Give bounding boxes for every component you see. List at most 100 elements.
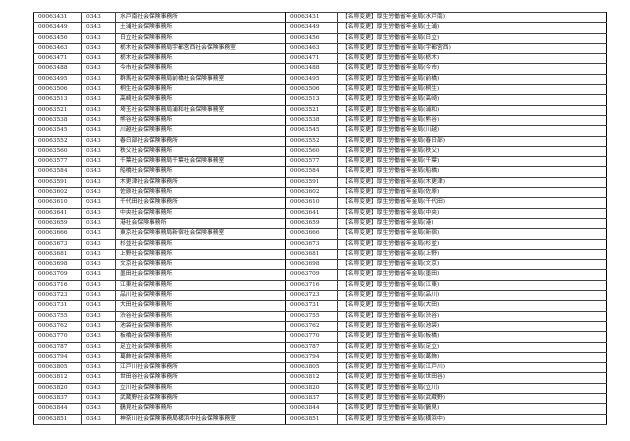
office-name-cell: 木更津社会保険事務所 <box>115 176 286 189</box>
table-row: 00063506 0343 桐生社会保険事務所 00063506 【名称変更】厚生労働省… <box>33 84 607 96</box>
code-cell: 00063488 <box>33 63 82 75</box>
agency-code-cell: 0343 <box>81 228 116 240</box>
table-row: 00063602 0343 佐原社会保険事務所 00063602 【名称変更】厚生労働省… <box>33 187 607 199</box>
new-name-cell: 【名称変更】厚生労働省年金局(横浜中) <box>337 413 607 425</box>
office-name-cell: 立川社会保険事務所 <box>115 382 286 394</box>
code-cell: 00063770 <box>33 331 82 343</box>
agency-code-cell: 0343 <box>81 259 116 271</box>
agency-code-cell: 0343 <box>81 362 116 374</box>
table-row: 00063681 0343 上野社会保険事務所 00063681 【名称変更】厚生労働省… <box>33 248 607 261</box>
office-name-cell: 江東社会保険事務所 <box>115 279 286 292</box>
agency-code-cell: 0343 <box>81 351 116 364</box>
office-name-cell: 埼玉社会保険事務局浦和社会保険事務室 <box>115 104 286 116</box>
code-cell: 00063641 <box>33 207 82 219</box>
table-row: 00063538 0343 熊谷社会保険事務所 00063538 【名称変更】厚生労働省… <box>33 114 607 127</box>
new-name-cell: 【名称変更】厚生労働省年金局(栃木) <box>337 53 607 65</box>
office-name-cell: 熊谷社会保険事務所 <box>115 114 286 127</box>
new-code-cell: 00063560 <box>285 145 338 158</box>
code-cell: 00063716 <box>33 279 82 292</box>
table-row: 00063659 0343 港社会保険事務所 00063659 【名称変更】厚生労働省年… <box>33 217 607 230</box>
office-name-cell: 千葉社会保険事務局千葉社会保険事務室 <box>115 156 286 168</box>
new-name-cell: 【名称変更】厚生労働省年金局(鶴見) <box>337 403 607 415</box>
new-name-cell: 【名称変更】厚生労働省年金局(上野) <box>337 248 607 261</box>
code-cell: 00063731 <box>33 300 82 312</box>
table-row: 00063513 0343 高崎社会保険事務所 00063513 【名称変更】厚生労働省… <box>33 94 607 106</box>
new-name-cell: 【名称変更】厚生労働省年金局(土浦) <box>337 22 607 34</box>
code-cell: 00063698 <box>33 259 82 271</box>
office-name-cell: 渋谷社会保険事務所 <box>115 310 286 322</box>
new-code-cell: 00063755 <box>285 310 338 322</box>
new-code-cell: 00063521 <box>285 104 338 116</box>
new-code-cell: 00063602 <box>285 187 338 199</box>
office-name-cell: 神奈川社会保険事務局横浜中社会保険事務室 <box>115 413 286 425</box>
new-name-cell: 【名称変更】厚生労働省年金局(新宿) <box>337 228 607 240</box>
table-row: 00063723 0343 品川社会保険事務所 00063723 【名称変更】厚生労働省… <box>33 290 607 302</box>
table-row: 00063820 0343 立川社会保険事務所 00063820 【名称変更】厚生労働省… <box>33 382 607 394</box>
new-code-cell: 00063495 <box>285 73 338 86</box>
new-code-cell: 00063591 <box>285 176 338 189</box>
agency-code-cell: 0343 <box>81 166 116 178</box>
office-name-cell: 墨田社会保険事務所 <box>115 269 286 281</box>
agency-code-cell: 0343 <box>81 94 116 106</box>
office-name-cell: 船橋社会保険事務所 <box>115 166 286 178</box>
new-name-cell: 【名称変更】厚生労働省年金局(宇都宮西) <box>337 42 607 55</box>
office-name-cell: 江戸川社会保険事務所 <box>115 362 286 374</box>
agency-code-cell: 0343 <box>81 197 116 209</box>
table-row: 00063495 0343 群馬社会保険事務局前橋社会保険事務室 00063495 【名… <box>33 73 607 86</box>
new-name-cell: 【名称変更】厚生労働省年金局(今市) <box>337 63 607 75</box>
agency-code-cell: 0343 <box>81 217 116 230</box>
table-row: 00063431 0343 水戸南社会保険事務所 00063431 【名称変更】厚生労働… <box>33 11 607 24</box>
new-name-cell: 【名称変更】厚生労働省年金局(杉並) <box>337 238 607 250</box>
agency-code-cell: 0343 <box>81 331 116 343</box>
agency-code-cell: 0343 <box>81 42 116 55</box>
table-row: 00063851 0343 神奈川社会保険事務局横浜中社会保険事務室 00063851… <box>33 413 607 425</box>
agency-code-cell: 0343 <box>81 156 116 168</box>
code-cell: 00063521 <box>33 104 82 116</box>
office-name-cell: 品川社会保険事務所 <box>115 290 286 302</box>
office-name-cell: 水戸南社会保険事務所 <box>115 11 286 24</box>
new-code-cell: 00063456 <box>285 32 338 44</box>
new-code-cell: 00063538 <box>285 114 338 127</box>
code-cell: 00063560 <box>33 145 82 158</box>
code-cell: 00063659 <box>33 217 82 230</box>
agency-code-cell: 0343 <box>81 53 116 65</box>
new-code-cell: 00063463 <box>285 42 338 55</box>
office-name-cell: 川越社会保険事務所 <box>115 125 286 137</box>
new-code-cell: 00063506 <box>285 84 338 96</box>
table-row: 00063610 0343 千代田社会保険事務所 00063610 【名称変更】厚生労働… <box>33 197 607 209</box>
new-name-cell: 【名称変更】厚生労働省年金局(江戸川) <box>337 362 607 374</box>
office-name-cell: 足立社会保険事務所 <box>115 341 286 353</box>
code-cell: 00063456 <box>33 32 82 44</box>
code-cell: 00063723 <box>33 290 82 302</box>
new-name-cell: 【名称変更】厚生労働省年金局(品川) <box>337 290 607 302</box>
office-name-cell: 葛飾社会保険事務所 <box>115 351 286 364</box>
table-row: 00063552 0343 春日部社会保険事務所 00063552 【名称変更】厚生労働… <box>33 135 607 147</box>
agency-code-cell: 0343 <box>81 207 116 219</box>
office-name-cell: 桐生社会保険事務所 <box>115 84 286 96</box>
office-name-cell: 東京社会保険事務局新宿社会保険事務室 <box>115 228 286 240</box>
new-code-cell: 00063610 <box>285 197 338 209</box>
new-name-cell: 【名称変更】厚生労働省年金局(世田谷) <box>337 372 607 384</box>
new-code-cell: 00063488 <box>285 63 338 75</box>
table-row: 00063844 0343 鶴見社会保険事務所 00063844 【名称変更】厚生労働省… <box>33 403 607 415</box>
new-name-cell: 【名称変更】厚生労働省年金局(高崎) <box>337 94 607 106</box>
new-name-cell: 【名称変更】厚生労働省年金局(中央) <box>337 207 607 219</box>
new-code-cell: 00063513 <box>285 94 338 106</box>
new-name-cell: 【名称変更】厚生労働省年金局(大田) <box>337 300 607 312</box>
new-code-cell: 00063545 <box>285 125 338 137</box>
new-code-cell: 00063709 <box>285 269 338 281</box>
new-name-cell: 【名称変更】厚生労働省年金局(板橋) <box>337 331 607 343</box>
office-name-cell: 栃木社会保険事務局宇都宮西社会保険事務室 <box>115 42 286 55</box>
new-name-cell: 【名称変更】厚生労働省年金局(川越) <box>337 125 607 137</box>
new-name-cell: 【名称変更】厚生労働省年金局(船橋) <box>337 166 607 178</box>
new-name-cell: 【名称変更】厚生労働省年金局(木更津) <box>337 176 607 189</box>
office-name-cell: 世田谷社会保険事務所 <box>115 372 286 384</box>
new-name-cell: 【名称変更】厚生労働省年金局(秩父) <box>337 145 607 158</box>
new-code-cell: 00063837 <box>285 392 338 405</box>
table-row: 00063584 0343 船橋社会保険事務所 00063584 【名称変更】厚生労働省… <box>33 166 607 178</box>
code-cell: 00063673 <box>33 238 82 250</box>
code-cell: 00063463 <box>33 42 82 55</box>
agency-code-cell: 0343 <box>81 279 116 292</box>
agency-code-cell: 0343 <box>81 11 116 24</box>
table-row: 00063716 0343 江東社会保険事務所 00063716 【名称変更】厚生労働省… <box>33 279 607 292</box>
